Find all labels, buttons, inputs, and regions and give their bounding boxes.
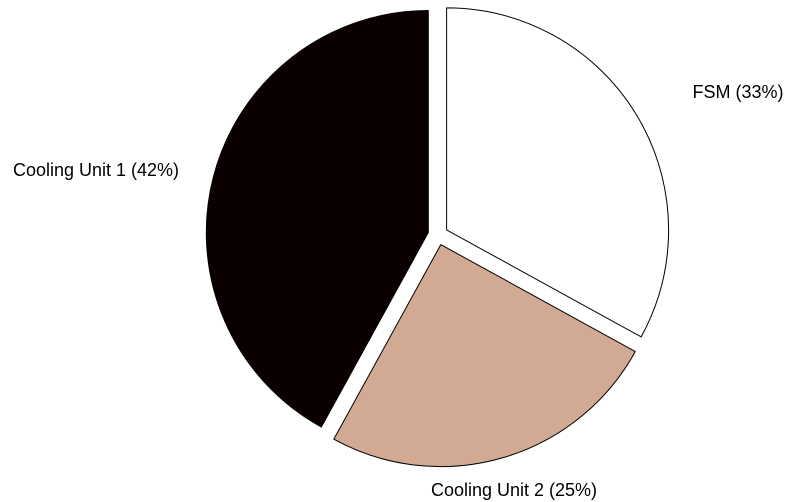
- pie-slices: [205, 7, 670, 468]
- pie-slice-3: [205, 10, 429, 428]
- pie-slice-1: [446, 7, 670, 338]
- pie-slice-label-3: Cooling Unit 1 (42%): [13, 160, 179, 180]
- pie-labels: FSM (33%) Cooling Unit 2 (25%) Cooling Uni…: [13, 82, 784, 500]
- pie-slice-label-1: FSM (33%): [692, 82, 783, 102]
- pie-slice-2: [333, 244, 636, 468]
- pie-slice-label-2: Cooling Unit 2 (25%): [431, 480, 597, 500]
